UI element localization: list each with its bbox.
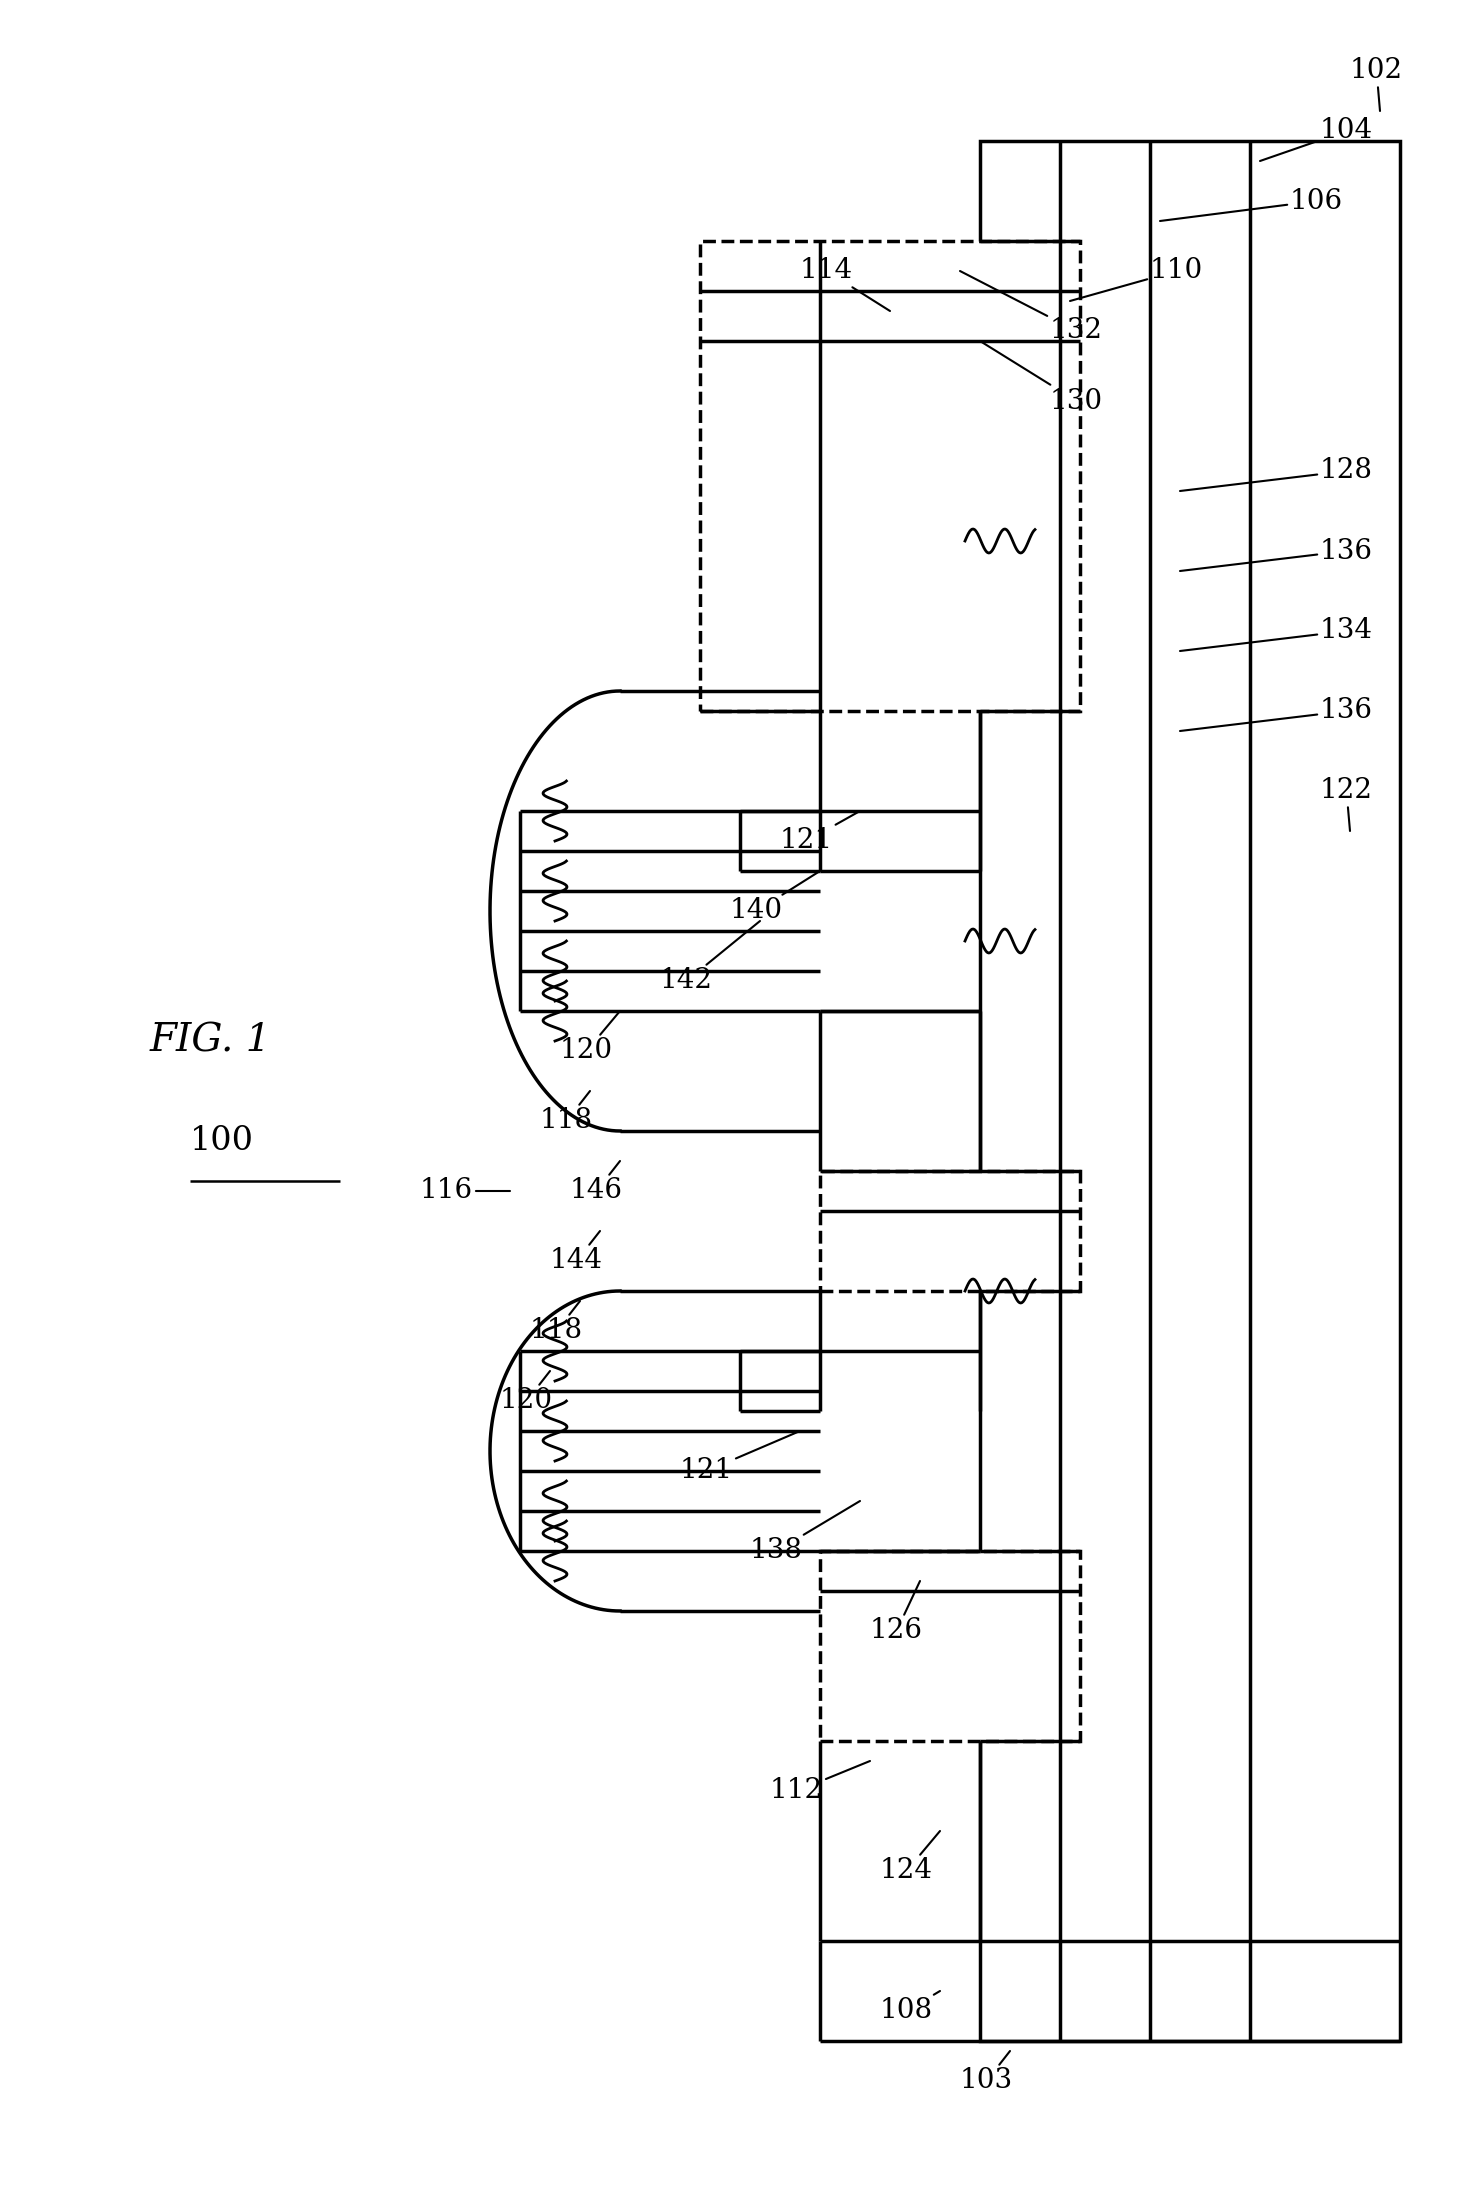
Text: 144: 144 bbox=[550, 1231, 604, 1275]
Text: 146: 146 bbox=[569, 1161, 623, 1205]
Text: 140: 140 bbox=[730, 872, 820, 925]
Text: 126: 126 bbox=[871, 1582, 922, 1645]
Text: 132: 132 bbox=[960, 272, 1103, 344]
Bar bbox=[700, 241, 1080, 712]
Text: 128: 128 bbox=[1180, 458, 1373, 491]
Text: 136: 136 bbox=[1180, 697, 1373, 732]
Text: 122: 122 bbox=[1320, 778, 1373, 830]
Text: 103: 103 bbox=[960, 2051, 1013, 2095]
Text: FIG. 1: FIG. 1 bbox=[150, 1023, 271, 1060]
Text: 118: 118 bbox=[540, 1091, 593, 1135]
Bar bbox=[820, 1551, 1080, 1742]
Text: 100: 100 bbox=[190, 1124, 254, 1157]
Text: 142: 142 bbox=[660, 920, 759, 995]
Text: 114: 114 bbox=[799, 259, 890, 311]
Text: 118: 118 bbox=[529, 1301, 583, 1345]
Text: 120: 120 bbox=[500, 1372, 553, 1415]
Text: 102: 102 bbox=[1350, 57, 1403, 112]
Text: 134: 134 bbox=[1180, 618, 1373, 651]
Text: 110: 110 bbox=[1071, 259, 1203, 300]
Text: 121: 121 bbox=[780, 811, 860, 854]
Text: 130: 130 bbox=[980, 342, 1103, 414]
Text: 138: 138 bbox=[750, 1501, 860, 1564]
Text: 124: 124 bbox=[879, 1832, 940, 1884]
Text: 136: 136 bbox=[1180, 537, 1373, 572]
Bar bbox=[980, 140, 1400, 2042]
Text: 120: 120 bbox=[561, 1010, 620, 1065]
Bar bbox=[820, 1170, 1080, 1290]
Text: 106: 106 bbox=[1160, 188, 1344, 221]
Text: 108: 108 bbox=[879, 1992, 940, 2024]
Text: 104: 104 bbox=[1261, 118, 1373, 160]
Text: 121: 121 bbox=[681, 1431, 799, 1485]
Text: 116: 116 bbox=[420, 1177, 510, 1205]
Text: 112: 112 bbox=[770, 1762, 871, 1805]
